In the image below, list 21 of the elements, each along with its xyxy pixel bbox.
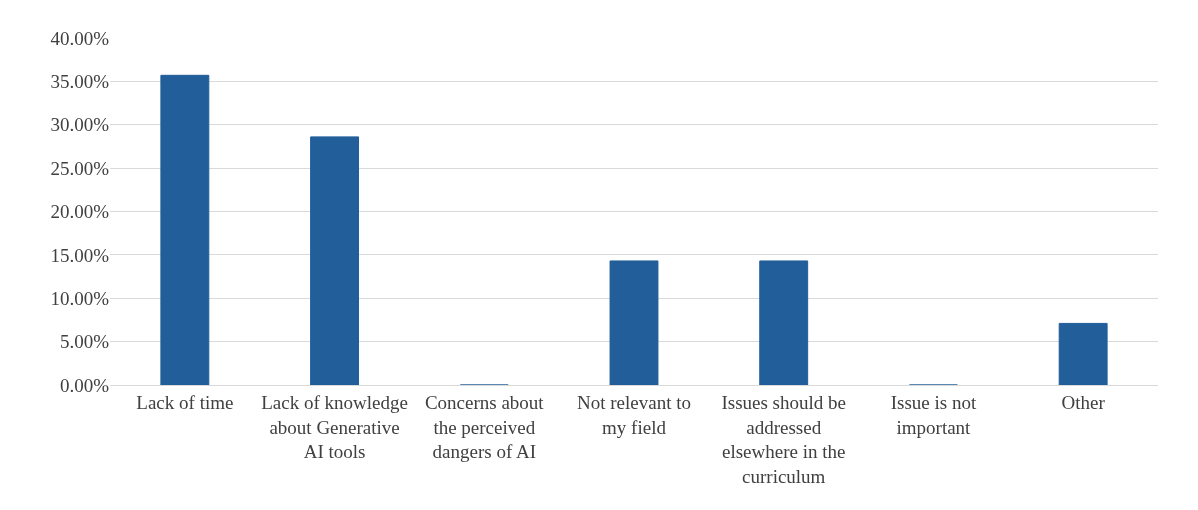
x-tick-label: Lack of time (136, 391, 234, 413)
bar (1058, 322, 1108, 385)
y-tick-label: 0.00% (59, 374, 110, 396)
y-tick-label: 25.00% (50, 157, 110, 179)
y-tick-label: 5.00% (59, 331, 110, 353)
x-tick-label: Issues should be addressed elsewhere in the curriculum (721, 391, 846, 487)
x-tick-label: Not relevant to my field (577, 391, 691, 438)
bar (310, 136, 360, 385)
y-tick-label: 30.00% (50, 114, 110, 136)
bar (609, 260, 659, 385)
x-tick-label: Lack of knowledge about Generative AI tools (261, 391, 408, 463)
y-tick-label: 10.00% (50, 287, 110, 309)
x-tick-label: Issue is not important (890, 391, 977, 438)
x-tick-label: Concerns about the perceived dangers of AI (424, 391, 545, 463)
y-tick-label: 35.00% (50, 71, 110, 93)
y-tick-label: 20.00% (50, 201, 110, 223)
x-tick-label: Other (1061, 391, 1106, 413)
bar (759, 260, 809, 385)
bar (160, 74, 210, 385)
y-tick-label: 40.00% (50, 27, 110, 49)
y-tick-label: 15.00% (50, 244, 110, 266)
